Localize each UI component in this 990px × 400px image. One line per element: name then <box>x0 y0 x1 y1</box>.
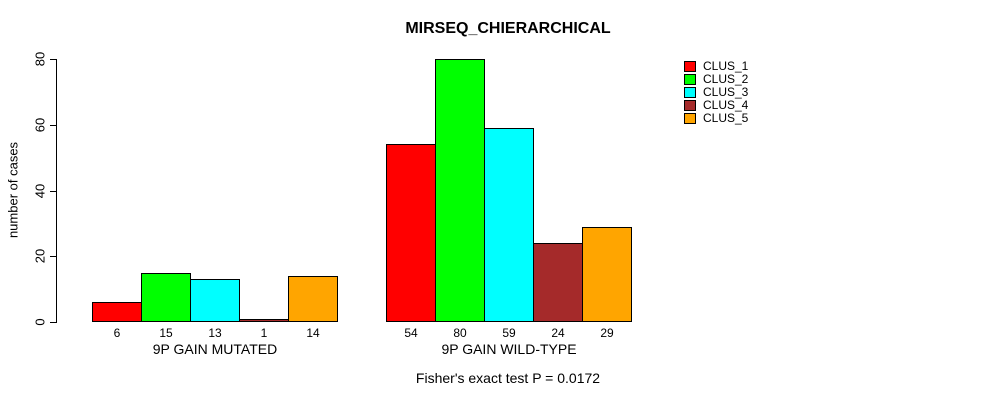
bar-clus_3-group2 <box>484 128 534 322</box>
bar-clus_4-group1 <box>239 318 289 322</box>
bar-value-label: 15 <box>159 326 173 340</box>
annotation-text: Fisher's exact test P = 0.0172 <box>415 370 601 386</box>
legend-swatch-icon <box>684 74 696 85</box>
y-tick-mark <box>50 59 57 60</box>
legend-swatch-icon <box>684 87 696 98</box>
legend-label: CLUS_2 <box>703 72 749 86</box>
y-tick-mark <box>50 190 57 192</box>
legend-item-clus_5: CLUS_5 <box>684 112 748 125</box>
y-axis-label: number of cases <box>5 141 21 239</box>
y-tick-label: 20 <box>32 249 48 264</box>
chart-title: MIRSEQ_CHIERARCHICAL <box>405 20 611 37</box>
y-tick-mark <box>50 322 57 323</box>
y-tick-mark <box>50 256 57 258</box>
legend-label: CLUS_1 <box>703 59 749 73</box>
legend-label: CLUS_4 <box>703 98 749 112</box>
bar-clus_5-group1 <box>288 275 338 322</box>
legend-swatch-icon <box>684 61 696 72</box>
legend-item-clus_1: CLUS_1 <box>684 60 748 73</box>
legend-item-clus_3: CLUS_3 <box>684 86 748 99</box>
bar-value-label: 1 <box>260 326 268 340</box>
legend: CLUS_1 CLUS_2 CLUS_3 CLUS_4 CLUS_5 <box>684 60 748 125</box>
bar-clus_1-group2 <box>386 144 436 322</box>
bar-value-label: 13 <box>208 326 222 340</box>
y-tick-label: 80 <box>32 51 48 67</box>
y-tick-label: 60 <box>32 117 48 132</box>
bar-clus_5-group2 <box>582 226 632 322</box>
bar-value-label: 59 <box>502 326 516 340</box>
legend-item-clus_4: CLUS_4 <box>684 99 748 112</box>
y-tick-label: 0 <box>32 318 48 326</box>
y-tick-mark <box>50 124 57 126</box>
legend-label: CLUS_3 <box>703 85 749 99</box>
bar-clus_2-group2 <box>435 59 485 322</box>
group-label-1: 9P GAIN MUTATED <box>152 341 278 357</box>
bar-value-label: 80 <box>453 326 467 340</box>
legend-item-clus_2: CLUS_2 <box>684 73 748 86</box>
y-tick-label: 40 <box>32 183 48 198</box>
legend-label: CLUS_5 <box>703 111 749 125</box>
bar-clus_3-group1 <box>190 279 240 322</box>
bar-value-label: 54 <box>404 326 418 340</box>
group-label-2: 9P GAIN WILD-TYPE <box>441 341 577 357</box>
bar-clus_1-group1 <box>92 302 142 322</box>
bar-value-label: 6 <box>113 326 121 340</box>
bar-value-label: 29 <box>600 326 614 340</box>
bar-clus_2-group1 <box>141 272 191 322</box>
bar-value-label: 14 <box>306 326 320 340</box>
legend-swatch-icon <box>684 100 696 111</box>
bar-clus_4-group2 <box>533 243 583 322</box>
bar-value-label: 24 <box>551 326 565 340</box>
legend-swatch-icon <box>684 113 696 124</box>
